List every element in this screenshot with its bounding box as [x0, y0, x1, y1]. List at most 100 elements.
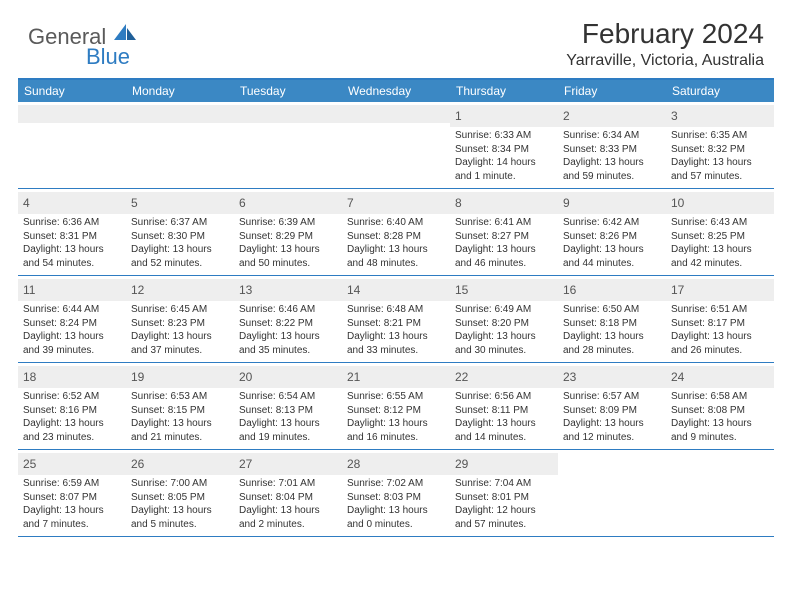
day-number: 5: [131, 196, 138, 210]
brand-text-2: Blue: [86, 44, 130, 70]
calendar-day: 14Sunrise: 6:48 AMSunset: 8:21 PMDayligh…: [342, 276, 450, 362]
day-info: Sunrise: 6:52 AMSunset: 8:16 PMDaylight:…: [23, 390, 121, 444]
calendar-day: 18 Sunrise: 6:52 AMSunset: 8:16 PMDayligh…: [18, 363, 126, 449]
day-number: 19: [131, 370, 144, 384]
calendar: SundayMondayTuesdayWednesdayThursdayFrid…: [18, 78, 774, 536]
day-info: Sunrise: 6:44 AMSunset: 8:24 PMDaylight:…: [23, 303, 121, 357]
day-number: 1: [455, 109, 462, 123]
weekday-header: Tuesday: [234, 80, 342, 102]
day-number: 23: [563, 370, 576, 384]
day-number-row: 17: [666, 279, 774, 301]
day-info: Sunrise: 6:48 AMSunset: 8:21 PMDaylight:…: [347, 303, 445, 357]
day-info: Sunrise: 6:53 AMSunset: 8:15 PMDaylight:…: [131, 390, 229, 444]
day-info: Sunrise: 6:42 AMSunset: 8:26 PMDaylight:…: [563, 216, 661, 270]
weekday-header: Saturday: [666, 80, 774, 102]
calendar-day-empty: [234, 102, 342, 188]
day-number: 27: [239, 457, 252, 471]
day-number-row: 21: [342, 366, 450, 388]
day-number: 6: [239, 196, 246, 210]
calendar-week: 25 Sunrise: 6:59 AMSunset: 8:07 PMDayligh…: [18, 449, 774, 536]
calendar-day: 5 Sunrise: 6:37 AMSunset: 8:30 PMDaylight…: [126, 189, 234, 275]
day-number: 13: [239, 283, 252, 297]
calendar-day: 27Sunrise: 7:01 AMSunset: 8:04 PMDayligh…: [234, 450, 342, 536]
day-number: 20: [239, 370, 252, 384]
day-number-row: 14: [342, 279, 450, 301]
day-number-row: 7: [342, 192, 450, 214]
day-info: Sunrise: 6:58 AMSunset: 8:08 PMDaylight:…: [671, 390, 769, 444]
calendar-day-empty: [126, 102, 234, 188]
calendar-day-empty: [342, 102, 450, 188]
day-number-row: 24: [666, 366, 774, 388]
brand-sail-icon: [112, 22, 138, 42]
calendar-day: 24Sunrise: 6:58 AMSunset: 8:08 PMDayligh…: [666, 363, 774, 449]
location-label: Yarraville, Victoria, Australia: [566, 52, 764, 70]
day-info: Sunrise: 6:36 AMSunset: 8:31 PMDaylight:…: [23, 216, 121, 270]
day-info: Sunrise: 6:51 AMSunset: 8:17 PMDaylight:…: [671, 303, 769, 357]
title-area: February 2024 Yarraville, Victoria, Aust…: [566, 18, 764, 70]
day-number-row: 28: [342, 453, 450, 475]
calendar-day: 6Sunrise: 6:39 AMSunset: 8:29 PMDaylight…: [234, 189, 342, 275]
calendar-day: 13 Sunrise: 6:46 AMSunset: 8:22 PMDayligh…: [234, 276, 342, 362]
day-number: 2: [563, 109, 570, 123]
calendar-day: 7Sunrise: 6:40 AMSunset: 8:28 PMDaylight…: [342, 189, 450, 275]
calendar-day: 17 Sunrise: 6:51 AMSunset: 8:17 PMDayligh…: [666, 276, 774, 362]
day-number: 25: [23, 457, 36, 471]
day-number-row: 25: [18, 453, 126, 475]
day-info: Sunrise: 6:35 AMSunset: 8:32 PMDaylight:…: [671, 129, 769, 183]
day-number-row: 22: [450, 366, 558, 388]
calendar-day: 1 Sunrise: 6:33 AMSunset: 8:34 PMDaylight…: [450, 102, 558, 188]
calendar-weeks: 1 Sunrise: 6:33 AMSunset: 8:34 PMDaylight…: [18, 102, 774, 536]
bottom-rule: [18, 536, 774, 537]
day-info: Sunrise: 6:34 AMSunset: 8:33 PMDaylight:…: [563, 129, 661, 183]
day-number-row-empty: [18, 105, 126, 123]
header: General Blue February 2024 Yarraville, V…: [0, 0, 792, 78]
day-info: Sunrise: 6:33 AMSunset: 8:34 PMDaylight:…: [455, 129, 553, 183]
day-number-row: 5: [126, 192, 234, 214]
day-info: Sunrise: 6:50 AMSunset: 8:18 PMDaylight:…: [563, 303, 661, 357]
day-number-row: 16: [558, 279, 666, 301]
day-number: 16: [563, 283, 576, 297]
day-info: Sunrise: 6:41 AMSunset: 8:27 PMDaylight:…: [455, 216, 553, 270]
day-info: Sunrise: 6:57 AMSunset: 8:09 PMDaylight:…: [563, 390, 661, 444]
day-number-row: 3: [666, 105, 774, 127]
calendar-day: 22Sunrise: 6:56 AMSunset: 8:11 PMDayligh…: [450, 363, 558, 449]
day-number-row: 23: [558, 366, 666, 388]
day-info: Sunrise: 6:43 AMSunset: 8:25 PMDaylight:…: [671, 216, 769, 270]
day-number: 12: [131, 283, 144, 297]
calendar-week: 1 Sunrise: 6:33 AMSunset: 8:34 PMDaylight…: [18, 102, 774, 188]
day-number-row: 12: [126, 279, 234, 301]
day-number-row: 9: [558, 192, 666, 214]
day-number: 21: [347, 370, 360, 384]
calendar-day: 9Sunrise: 6:42 AMSunset: 8:26 PMDaylight…: [558, 189, 666, 275]
day-number-row: 19: [126, 366, 234, 388]
calendar-day: 15Sunrise: 6:49 AMSunset: 8:20 PMDayligh…: [450, 276, 558, 362]
calendar-day: 2 Sunrise: 6:34 AMSunset: 8:33 PMDaylight…: [558, 102, 666, 188]
calendar-day: 25 Sunrise: 6:59 AMSunset: 8:07 PMDayligh…: [18, 450, 126, 536]
day-number: 18: [23, 370, 36, 384]
weekday-header: Friday: [558, 80, 666, 102]
day-number-row: 6: [234, 192, 342, 214]
day-number: 3: [671, 109, 678, 123]
day-number-row: 27: [234, 453, 342, 475]
day-number: 17: [671, 283, 684, 297]
calendar-day: 10Sunrise: 6:43 AMSunset: 8:25 PMDayligh…: [666, 189, 774, 275]
calendar-day: 4 Sunrise: 6:36 AMSunset: 8:31 PMDaylight…: [18, 189, 126, 275]
calendar-day: 29Sunrise: 7:04 AMSunset: 8:01 PMDayligh…: [450, 450, 558, 536]
day-info: Sunrise: 6:59 AMSunset: 8:07 PMDaylight:…: [23, 477, 121, 531]
day-info: Sunrise: 6:49 AMSunset: 8:20 PMDaylight:…: [455, 303, 553, 357]
day-number: 26: [131, 457, 144, 471]
calendar-day: 11Sunrise: 6:44 AMSunset: 8:24 PMDayligh…: [18, 276, 126, 362]
calendar-day: 12 Sunrise: 6:45 AMSunset: 8:23 PMDayligh…: [126, 276, 234, 362]
day-info: Sunrise: 6:37 AMSunset: 8:30 PMDaylight:…: [131, 216, 229, 270]
day-number: 4: [23, 196, 30, 210]
calendar-day: 28Sunrise: 7:02 AMSunset: 8:03 PMDayligh…: [342, 450, 450, 536]
day-number-row: 29: [450, 453, 558, 475]
weekday-header: Wednesday: [342, 80, 450, 102]
calendar-week: 4 Sunrise: 6:36 AMSunset: 8:31 PMDaylight…: [18, 188, 774, 275]
day-number-row: 13: [234, 279, 342, 301]
calendar-day: 23 Sunrise: 6:57 AMSunset: 8:09 PMDayligh…: [558, 363, 666, 449]
day-info: Sunrise: 6:46 AMSunset: 8:22 PMDaylight:…: [239, 303, 337, 357]
day-info: Sunrise: 6:45 AMSunset: 8:23 PMDaylight:…: [131, 303, 229, 357]
day-number-row-empty: [234, 105, 342, 123]
day-info: Sunrise: 7:02 AMSunset: 8:03 PMDaylight:…: [347, 477, 445, 531]
